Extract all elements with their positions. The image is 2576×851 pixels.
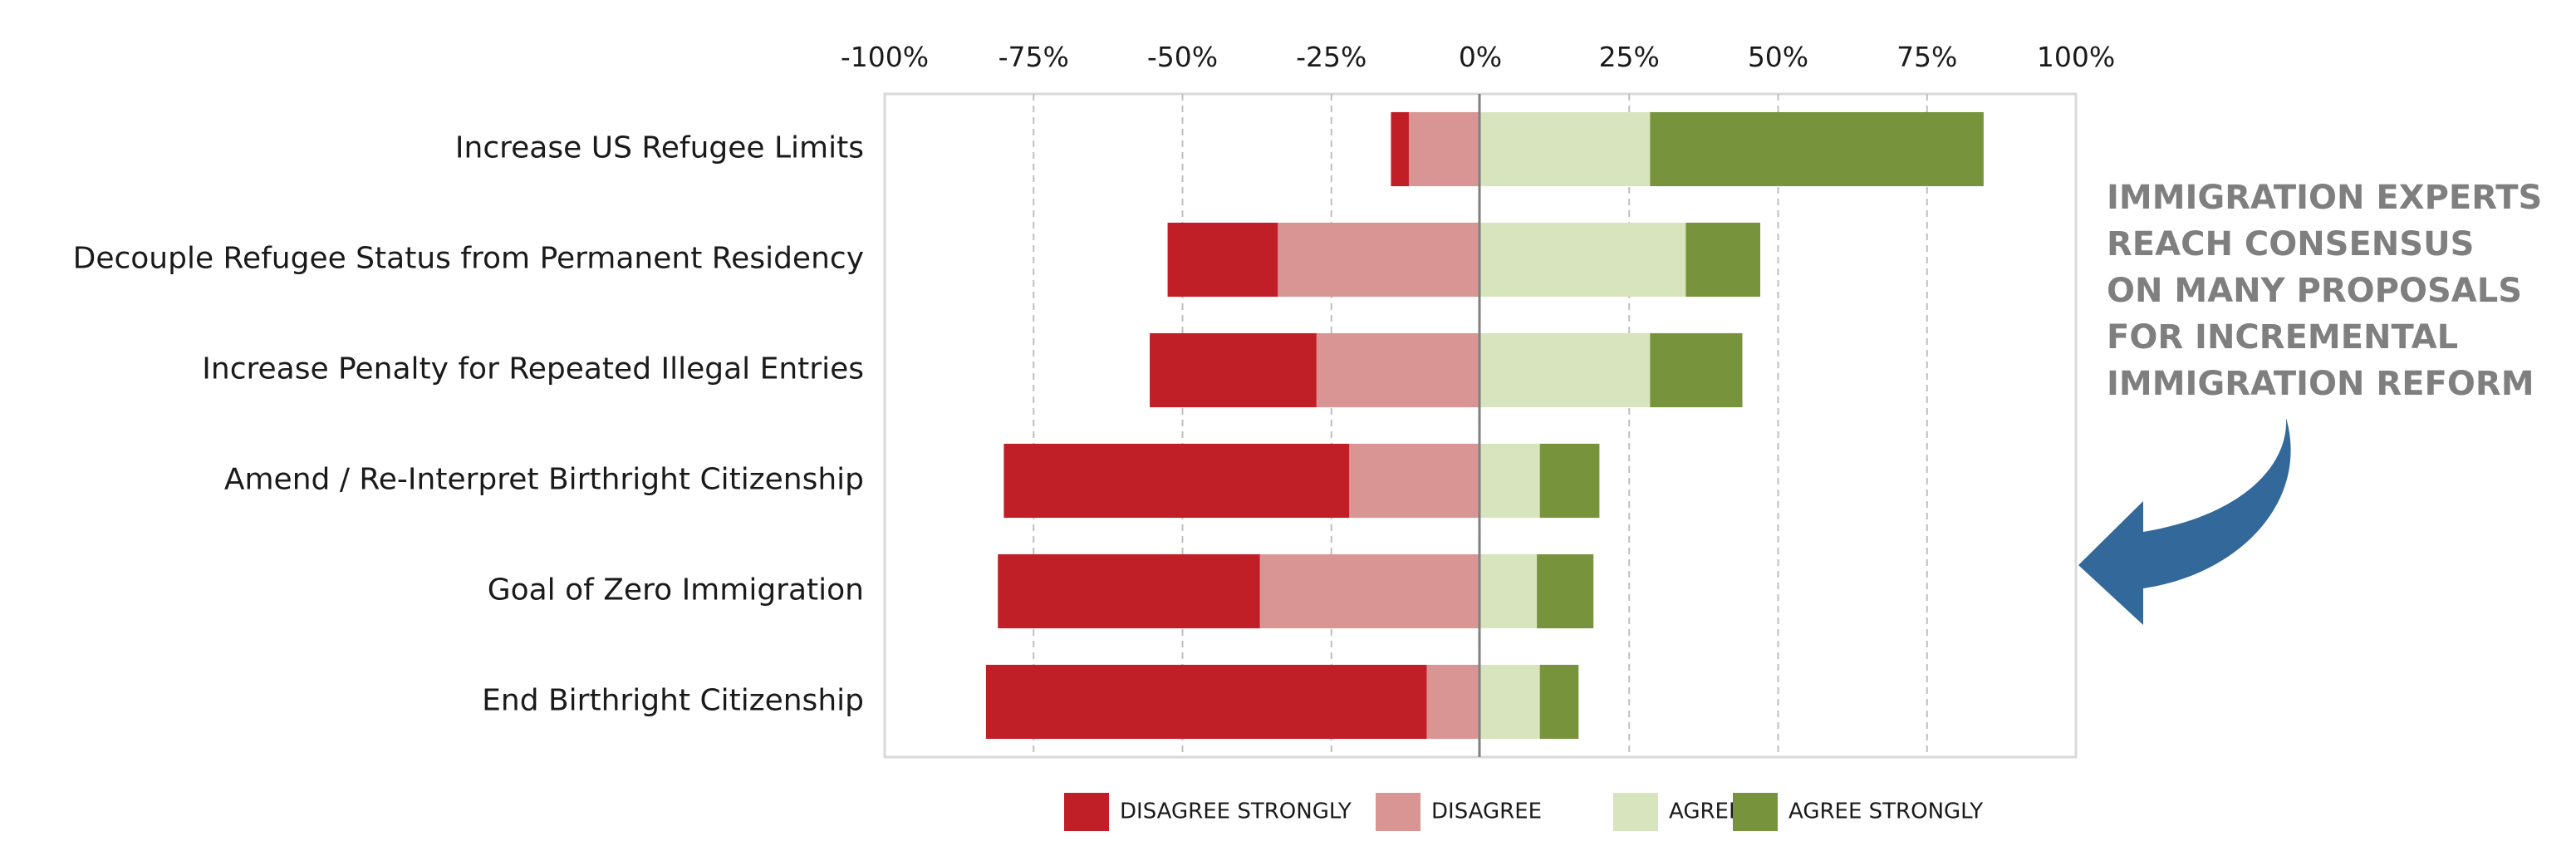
bar-segment: [1539, 443, 1600, 519]
bar-segment: [1480, 443, 1540, 519]
annotation-text: IMMIGRATION EXPERTS REACH CONSENSUS ON M…: [2107, 175, 2572, 407]
annotation-line: ON MANY PROPOSALS: [2107, 272, 2523, 310]
bar-segment: [1259, 553, 1480, 629]
category-label: Amend / Re-Interpret Birthright Citizens…: [224, 463, 864, 497]
bar-segment: [985, 664, 1427, 740]
bar-segment: [998, 553, 1260, 629]
bar-segment: [1480, 664, 1540, 740]
legend-label: DISAGREE: [1431, 799, 1542, 824]
category-label: Increase Penalty for Repeated Illegal En…: [202, 352, 864, 386]
x-tick-label: 0%: [1459, 41, 1502, 73]
bar-segment: [1391, 111, 1409, 187]
legend-swatch: [1613, 793, 1658, 831]
bar-segment: [1278, 222, 1480, 298]
bar-segment: [1685, 222, 1760, 298]
annotation-line: IMMIGRATION REFORM: [2107, 365, 2534, 403]
legend-label: AGREE STRONGLY: [1788, 799, 1983, 824]
x-tick-label: -75%: [999, 41, 1069, 73]
category-label: Goal of Zero Immigration: [488, 573, 864, 608]
bars: [985, 111, 1984, 740]
x-tick-label: -100%: [841, 41, 929, 73]
bar-segment: [1537, 553, 1594, 629]
legend-label: DISAGREE STRONGLY: [1120, 799, 1352, 824]
bar-segment: [1003, 443, 1350, 519]
x-tick-label: -25%: [1296, 41, 1367, 73]
bar-segment: [1650, 111, 1984, 187]
category-label: End Birthright Citizenship: [482, 684, 864, 718]
x-tick-label: 100%: [2037, 41, 2115, 73]
legend-label: AGREE: [1669, 799, 1742, 824]
legend-swatch: [1064, 793, 1109, 831]
bar-segment: [1539, 664, 1579, 740]
category-label: Increase US Refugee Limits: [455, 131, 864, 165]
x-tick-label: 75%: [1896, 41, 1957, 73]
bar-segment: [1650, 332, 1743, 408]
x-tick-label: -50%: [1147, 41, 1218, 73]
bar-segment: [1316, 332, 1480, 408]
bar-segment: [1480, 111, 1651, 187]
legend-swatch: [1733, 793, 1778, 831]
bar-segment: [1480, 553, 1538, 629]
bar-segment: [1480, 332, 1651, 408]
annotation-line: FOR INCREMENTAL: [2107, 318, 2459, 357]
bar-segment: [1480, 222, 1686, 298]
bar-segment: [1408, 111, 1480, 187]
x-tick-label: 25%: [1599, 41, 1660, 73]
bar-segment: [1426, 664, 1480, 740]
bar-segment: [1150, 332, 1317, 408]
annotation-line: IMMIGRATION EXPERTS: [2107, 179, 2543, 217]
category-label: Decouple Refugee Status from Permanent R…: [73, 242, 864, 276]
x-tick-label: 50%: [1748, 41, 1808, 73]
annotation-line: REACH CONSENSUS: [2107, 225, 2475, 263]
legend-swatch: [1376, 793, 1420, 831]
curved-arrow-left-icon: [2078, 418, 2291, 625]
category-labels: Increase US Refugee Limits Decouple Refug…: [73, 131, 864, 718]
bar-segment: [1349, 443, 1480, 519]
legend: DISAGREE STRONGLY DISAGREE AGREE AGREE STRO…: [1064, 793, 1983, 831]
x-tick-labels: -100% -75% -50% -25% 0% 25% 50% 75% 100%: [841, 41, 2115, 73]
bar-segment: [1167, 222, 1278, 298]
grid-lines: [1033, 94, 1928, 757]
